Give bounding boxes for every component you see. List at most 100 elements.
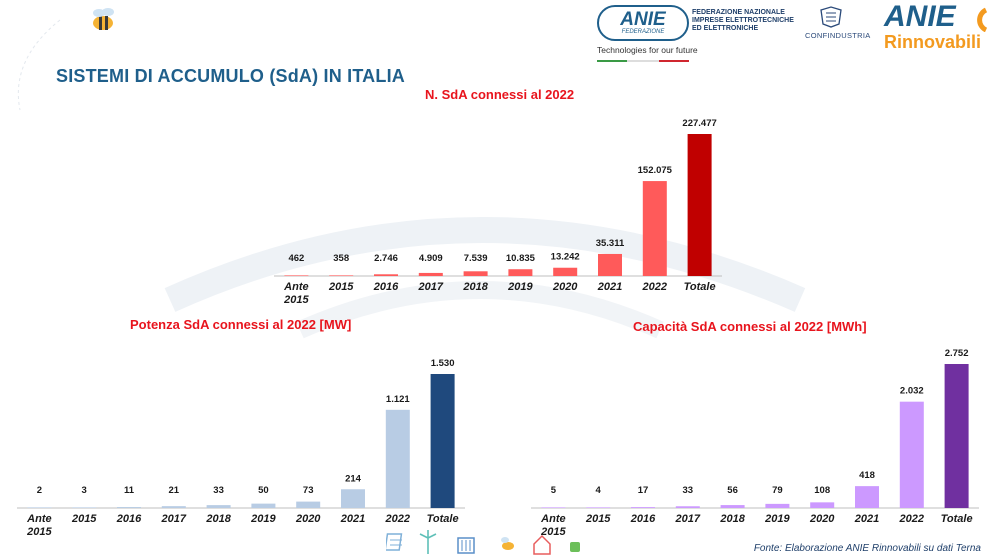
potenza-data-label: 3 — [82, 485, 87, 496]
potenza-bar — [206, 505, 231, 508]
n-sda-tick-label: 2017 — [418, 281, 444, 293]
n-sda-data-label: 227.477 — [682, 118, 716, 129]
capacita-tick-label: Ante 2015 — [540, 513, 566, 538]
potenza-tick-label: 2019 — [250, 513, 276, 525]
n-sda-bar — [463, 271, 488, 276]
n-sda-data-label: 13.242 — [551, 252, 580, 263]
chart-title-capacita: Capacità SdA connessi al 2022 [MWh] — [633, 319, 867, 334]
potenza-bar — [72, 507, 97, 508]
potenza-data-label: 1.530 — [431, 358, 455, 369]
home-energy-icon — [533, 534, 551, 555]
potenza-tick-label: 2016 — [116, 513, 142, 525]
potenza-bar — [251, 503, 276, 508]
n-sda-tick-label: 2022 — [642, 281, 667, 293]
capacita-tick-label: 2019 — [764, 513, 790, 525]
bee-small-icon — [501, 537, 514, 550]
potenza-bar — [161, 506, 186, 508]
n-sda-tick-label: 2021 — [597, 281, 622, 293]
n-sda-bar — [553, 267, 578, 276]
potenza-tick-label: 2018 — [205, 513, 231, 525]
n-sda-bar — [374, 274, 398, 276]
n-sda-tick-label: 2020 — [552, 281, 578, 293]
potenza-tick-label: 2017 — [161, 513, 187, 525]
capacita-data-label: 79 — [772, 485, 783, 496]
n-sda-data-label: 2.746 — [374, 253, 398, 264]
n-sda-data-label: 7.539 — [464, 253, 488, 264]
capacita-data-label: 2.752 — [945, 348, 969, 359]
capacita-bar — [810, 502, 835, 508]
potenza-data-label: 33 — [213, 485, 224, 496]
capacita-tick-label: 2016 — [630, 513, 656, 525]
recycle-icon — [570, 542, 580, 552]
capacita-data-label: 56 — [727, 485, 738, 496]
potenza-tick-label: 2022 — [385, 513, 410, 525]
anie-logo-word: ANIE — [620, 9, 666, 30]
n-sda-data-label: 152.075 — [638, 165, 673, 176]
n-sda-data-label: 10.835 — [506, 253, 536, 264]
capacita-bar — [765, 503, 790, 508]
capacita-data-label: 2.032 — [900, 386, 924, 397]
anie-logo-sub: FEDERAZIONE — [621, 29, 665, 35]
potenza-tick-label: 2015 — [71, 513, 97, 525]
capacita-bar — [675, 506, 700, 508]
n-sda-bar — [687, 134, 712, 276]
capacita-bar — [944, 364, 969, 508]
potenza-bar — [296, 501, 321, 508]
tricolore-line — [597, 60, 689, 62]
capacita-bar — [855, 486, 879, 508]
potenza-data-label: 1.121 — [386, 394, 410, 405]
rinnovabili-logo-bottom: Rinnovabili — [884, 32, 982, 52]
tagline: Technologies for our future — [597, 45, 698, 55]
chart-title-potenza: Potenza SdA connessi al 2022 [MW] — [130, 317, 352, 332]
n-sda-bar — [284, 275, 309, 276]
potenza-bar — [341, 489, 365, 508]
n-sda-tick-label: 2019 — [507, 281, 533, 293]
n-sda-tick-label: 2015 — [328, 281, 354, 293]
capacita-data-label: 108 — [814, 485, 830, 496]
capacita-bar — [541, 507, 566, 508]
capacita-tick-label: 2022 — [899, 513, 924, 525]
footer-icons — [386, 530, 580, 555]
capacita-data-label: 33 — [683, 485, 694, 496]
potenza-data-label: 11 — [124, 485, 135, 496]
federazione-name: FEDERAZIONE NAZIONALE IMPRESE ELETTROTEC… — [692, 9, 794, 33]
potenza-bar — [27, 507, 52, 508]
potenza-data-label: 21 — [169, 485, 180, 496]
n-sda-data-label: 35.311 — [596, 238, 625, 249]
capacita-bar — [586, 507, 611, 508]
n-sda-tick-label: 2018 — [462, 281, 488, 293]
anie-federazione-logo: ANIE FEDERAZIONE — [597, 5, 689, 41]
n-sda-tick-label: Totale — [684, 281, 716, 293]
federazione-line-2: IMPRESE ELETTROTECNICHE — [692, 17, 794, 24]
confindustria-emblem-icon — [820, 6, 842, 28]
n-sda-bar — [642, 181, 667, 276]
n-sda-tick-label: Ante 2015 — [283, 281, 309, 306]
rinnovabili-logo-top: ANIE — [884, 0, 956, 33]
potenza-tick-label: Ante 2015 — [26, 513, 52, 538]
n-sda-tick-label: 2016 — [373, 281, 399, 293]
capacita-bar — [899, 401, 924, 508]
source-note: Fonte: Elaborazione ANIE Rinnovabili su … — [753, 543, 981, 554]
n-sda-data-label: 4.909 — [419, 253, 443, 264]
capacita-data-label: 17 — [638, 485, 649, 496]
potenza-data-label: 2 — [37, 485, 42, 496]
capacita-bar — [631, 507, 655, 508]
capacita-data-label: 5 — [551, 485, 557, 496]
confindustria-label: CONFINDUSTRIA — [805, 31, 871, 40]
wind-turbine-icon — [419, 530, 437, 554]
capacita-tick-label: 2015 — [585, 513, 611, 525]
rinnovabili-sun-icon — [977, 7, 987, 32]
potenza-data-label: 73 — [303, 485, 314, 496]
potenza-bar — [117, 507, 141, 508]
federazione-line-3: ED ELETTRONICHE — [692, 25, 759, 32]
potenza-data-label: 214 — [345, 473, 362, 484]
capacita-tick-label: 2018 — [719, 513, 745, 525]
capacita-data-label: 418 — [859, 470, 875, 481]
capacita-bar — [720, 505, 745, 508]
chart-title-n-sda: N. SdA connessi al 2022 — [425, 87, 575, 102]
potenza-tick-label: Totale — [427, 513, 459, 525]
n-sda-bar — [508, 269, 533, 276]
capacita-data-label: 4 — [596, 485, 602, 496]
potenza-bar — [385, 409, 410, 508]
